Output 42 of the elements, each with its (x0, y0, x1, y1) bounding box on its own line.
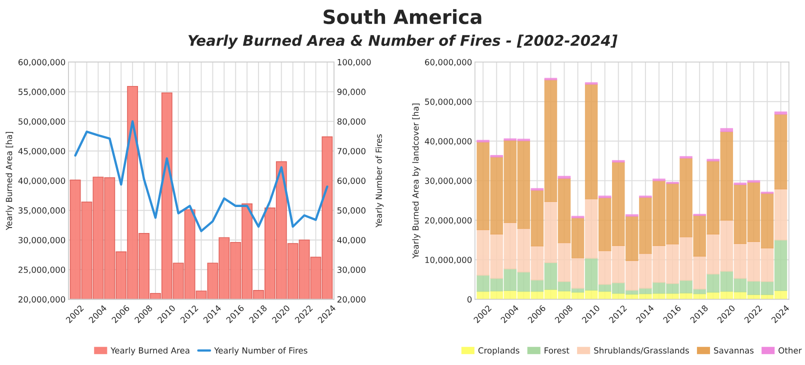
y-tick-label: 60,000,000 (425, 59, 472, 66)
y-tick-label: 60,000,000 (18, 59, 66, 66)
legend-label: Other (778, 347, 802, 354)
y-tick-label: 40,000,000 (18, 178, 66, 185)
y-tick-label: 10,000,000 (425, 256, 472, 264)
y-tick-label: 25,000,000 (18, 266, 66, 274)
y2-tick-label: 50,000 (337, 207, 366, 214)
text: South America (324, 9, 482, 24)
y-tick-label: 45,000,000 (18, 148, 66, 156)
legend-label: Yearly Burned Area (110, 347, 190, 356)
text: Yearly Burned Area & Number of Fires - [2002-2024] (188, 34, 618, 49)
y2-tick-label: 40,000 (337, 236, 366, 244)
legend-label: Yearly Number of Fires (214, 347, 308, 356)
y-axis-title: Yearly Burned Area [ha] (6, 132, 14, 230)
y2-tick-label: 100,000 (338, 59, 371, 66)
line-series (74, 120, 328, 232)
y-tick-label: 0 (467, 296, 472, 303)
y2-tick-label: 90,000 (337, 88, 366, 96)
y2-tick-label: 30,000 (337, 266, 366, 274)
bar (720, 128, 734, 132)
legend-label: Croplands (478, 347, 520, 356)
y-tick-label: 40,000,000 (424, 138, 472, 146)
y2-tick-label: 20,000 (337, 296, 366, 304)
legend-label: Shrublands/Grasslands (594, 347, 689, 354)
y-tick-label: 35,000,000 (18, 207, 66, 214)
bar (774, 188, 788, 240)
y-tick-label: 30,000,000 (18, 236, 66, 244)
y-tick-label: 55,000,000 (18, 88, 66, 96)
y-tick-label: 30,000,000 (425, 178, 472, 185)
y2-tick-label: 70,000 (338, 148, 366, 156)
y-tick-label: 50,000,000 (425, 98, 472, 106)
bar (774, 111, 788, 115)
y2-axis-title: Yearly Number of Fires (375, 134, 384, 228)
y2-tick-label: 80,000 (337, 118, 366, 126)
y-tick-label: 20,000,000 (18, 296, 66, 304)
legend-label: Savannas (714, 347, 754, 354)
y-axis-title: Yearly Burned Area by landcover [ha] (412, 104, 420, 258)
y-tick-label: 50,000,000 (18, 118, 66, 126)
legend-label: Forest (544, 347, 570, 354)
y2-tick-label: 60,000 (337, 178, 366, 185)
y-tick-label: 20,000,000 (425, 217, 472, 224)
bar (774, 114, 788, 190)
